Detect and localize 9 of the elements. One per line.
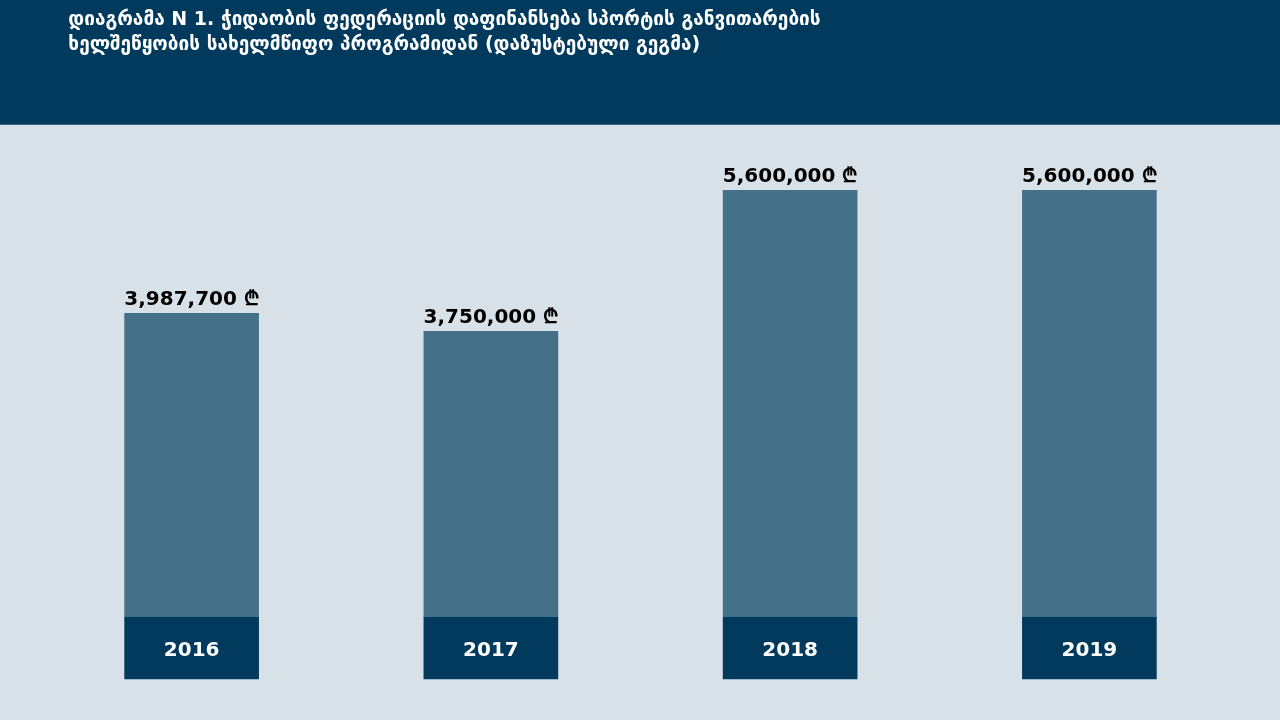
data-label: 3,750,000 ₾ bbox=[423, 304, 559, 329]
x-tick-label: 2019 bbox=[1061, 637, 1118, 661]
x-tick-label: 2016 bbox=[163, 637, 220, 661]
data-label: 3,987,700 ₾ bbox=[124, 285, 259, 310]
chart-title: დიაგრამა N 1. ჭიდაობის ფედერაციის დაფინანსება სპორტის განვითარების ხელშეწყობის სახელმწიფო პროგრამიდან (დაზუსტებული გეგმა) bbox=[68, 7, 821, 55]
x-tick-label: 2017 bbox=[463, 637, 519, 661]
x-tick-label: 2018 bbox=[762, 637, 818, 661]
data-label: 5,600,000 ₾ bbox=[1022, 162, 1157, 187]
data-label: 5,600,000 ₾ bbox=[722, 162, 858, 187]
